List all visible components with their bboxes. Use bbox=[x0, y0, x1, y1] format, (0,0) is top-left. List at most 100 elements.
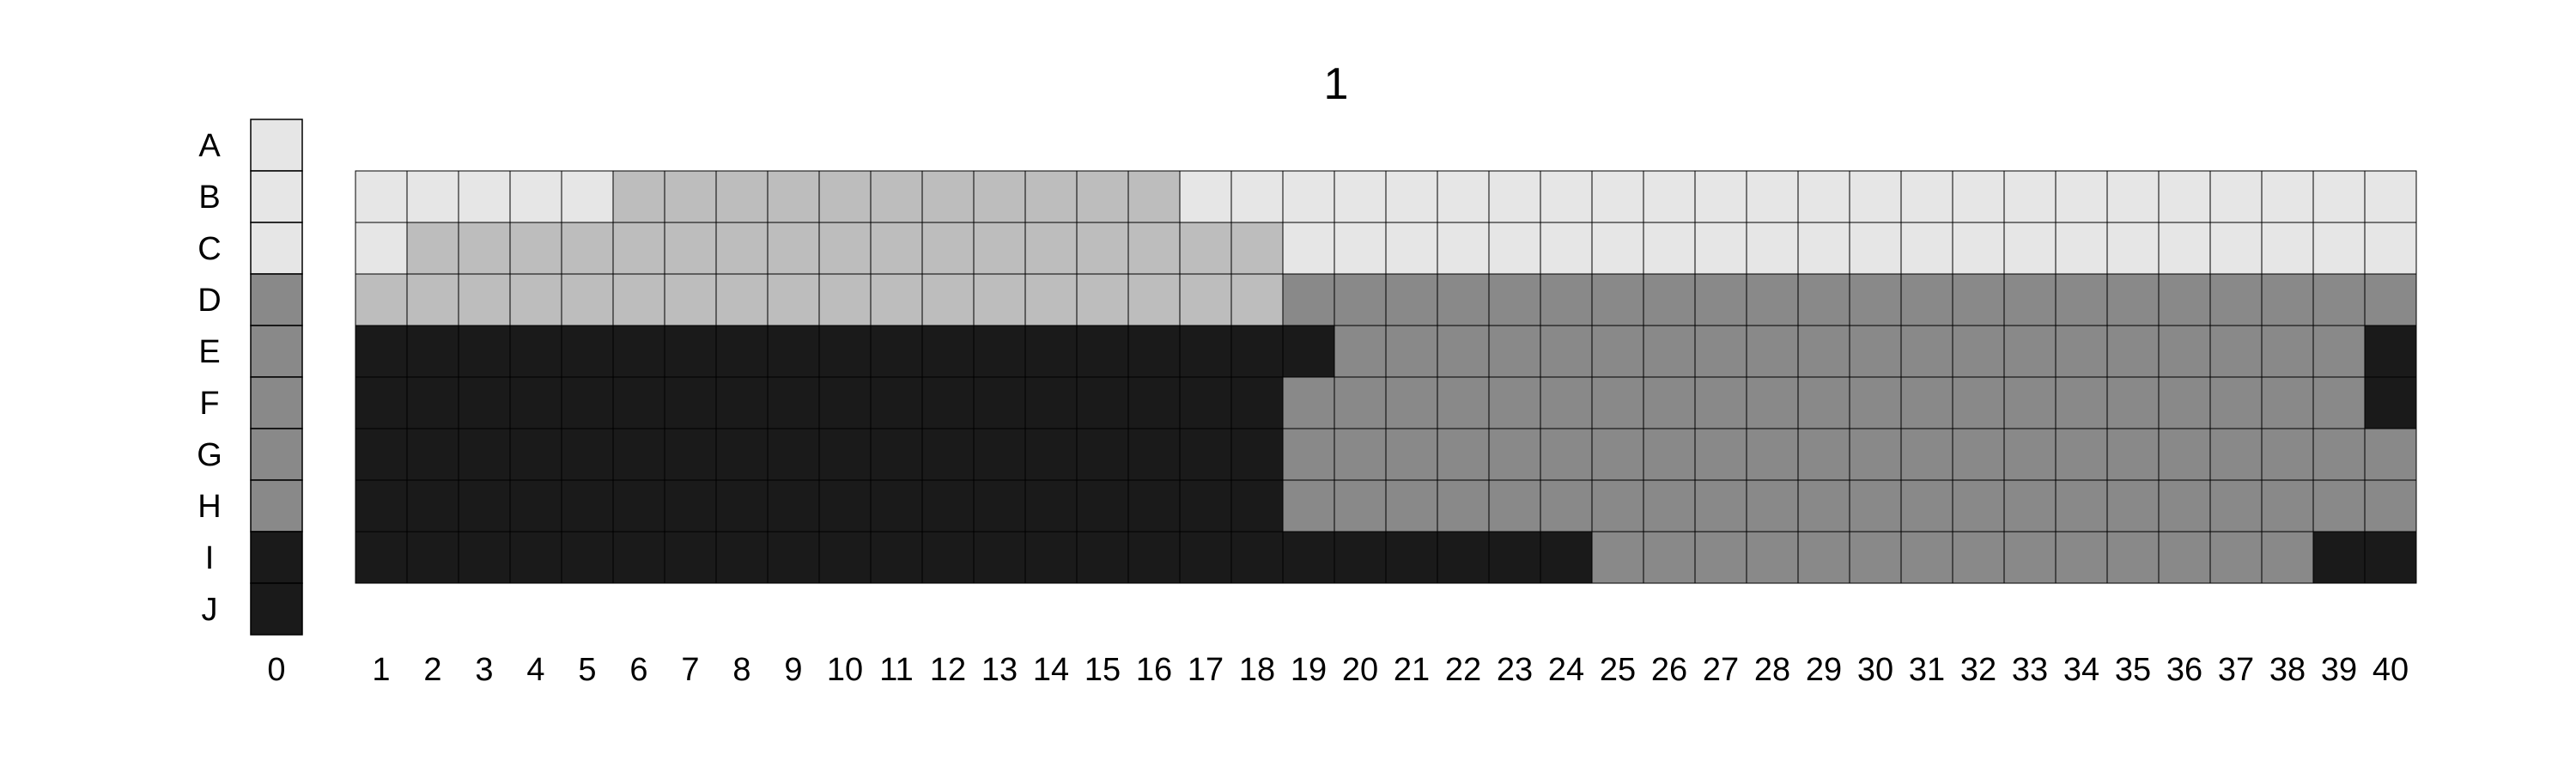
cell-b-15 bbox=[1076, 170, 1129, 223]
cell-c-23 bbox=[1488, 222, 1541, 275]
column-label-37: 37 bbox=[2218, 652, 2254, 688]
cell-h-5 bbox=[561, 479, 614, 533]
cell-b-34 bbox=[2055, 170, 2108, 223]
cell-e-13 bbox=[973, 325, 1026, 378]
cell-d-7 bbox=[664, 273, 717, 326]
cell-c-14 bbox=[1024, 222, 1078, 275]
cell-e-2 bbox=[406, 325, 459, 378]
reference-cell-a bbox=[250, 119, 303, 172]
cell-h-15 bbox=[1076, 479, 1129, 533]
cell-c-34 bbox=[2055, 222, 2108, 275]
cell-i-37 bbox=[2209, 531, 2263, 584]
cell-h-9 bbox=[767, 479, 820, 533]
cell-g-14 bbox=[1024, 428, 1078, 481]
cell-g-33 bbox=[2003, 428, 2057, 481]
cell-i-11 bbox=[870, 531, 923, 584]
column-label-27: 27 bbox=[1703, 652, 1739, 688]
cell-i-25 bbox=[1591, 531, 1644, 584]
cell-c-3 bbox=[458, 222, 511, 275]
cell-h-27 bbox=[1694, 479, 1747, 533]
cell-b-31 bbox=[1900, 170, 1953, 223]
cell-d-10 bbox=[818, 273, 872, 326]
row-label-e: E bbox=[198, 334, 220, 370]
row-label-g: G bbox=[197, 437, 222, 473]
cell-b-40 bbox=[2364, 170, 2417, 223]
cell-i-14 bbox=[1024, 531, 1078, 584]
cell-c-40 bbox=[2364, 222, 2417, 275]
cell-e-6 bbox=[612, 325, 665, 378]
cell-b-38 bbox=[2261, 170, 2314, 223]
cell-g-2 bbox=[406, 428, 459, 481]
reference-cell-d bbox=[250, 273, 303, 326]
chart-title: 1 bbox=[1324, 59, 1349, 109]
cell-i-4 bbox=[509, 531, 562, 584]
column-labels: 0 1 2 3 4 5 6 7 8 9 10 11 12 13 14 15 16 17 18 19 20 21 22 23 24… bbox=[267, 652, 2409, 688]
cell-b-18 bbox=[1230, 170, 1284, 223]
column-label-4: 4 bbox=[526, 652, 544, 688]
cell-b-37 bbox=[2209, 170, 2263, 223]
cell-b-19 bbox=[1282, 170, 1335, 223]
cell-f-23 bbox=[1488, 376, 1541, 429]
cell-i-8 bbox=[715, 531, 769, 584]
cell-e-5 bbox=[561, 325, 614, 378]
cell-c-16 bbox=[1127, 222, 1181, 275]
cell-f-29 bbox=[1797, 376, 1850, 429]
cell-i-27 bbox=[1694, 531, 1747, 584]
cell-c-11 bbox=[870, 222, 923, 275]
cell-b-9 bbox=[767, 170, 820, 223]
cell-e-3 bbox=[458, 325, 511, 378]
cell-c-28 bbox=[1746, 222, 1799, 275]
cell-f-39 bbox=[2312, 376, 2366, 429]
cell-g-23 bbox=[1488, 428, 1541, 481]
reference-cell-f bbox=[250, 376, 303, 429]
column-label-25: 25 bbox=[1600, 652, 1636, 688]
cell-e-27 bbox=[1694, 325, 1747, 378]
cell-h-8 bbox=[715, 479, 769, 533]
cell-i-16 bbox=[1127, 531, 1181, 584]
cell-h-28 bbox=[1746, 479, 1799, 533]
cell-c-21 bbox=[1385, 222, 1438, 275]
cell-b-2 bbox=[406, 170, 459, 223]
cell-f-37 bbox=[2209, 376, 2263, 429]
cell-e-28 bbox=[1746, 325, 1799, 378]
cell-g-22 bbox=[1437, 428, 1490, 481]
column-label-18: 18 bbox=[1239, 652, 1275, 688]
cell-g-8 bbox=[715, 428, 769, 481]
cell-d-17 bbox=[1179, 273, 1232, 326]
cell-h-19 bbox=[1282, 479, 1335, 533]
cell-i-29 bbox=[1797, 531, 1850, 584]
cell-b-24 bbox=[1540, 170, 1593, 223]
cell-e-39 bbox=[2312, 325, 2366, 378]
cell-e-30 bbox=[1849, 325, 1902, 378]
cell-c-5 bbox=[561, 222, 614, 275]
cell-e-12 bbox=[921, 325, 975, 378]
cell-f-28 bbox=[1746, 376, 1799, 429]
cell-e-34 bbox=[2055, 325, 2108, 378]
cell-d-37 bbox=[2209, 273, 2263, 326]
cell-g-28 bbox=[1746, 428, 1799, 481]
cell-b-23 bbox=[1488, 170, 1541, 223]
cell-i-24 bbox=[1540, 531, 1593, 584]
cell-i-36 bbox=[2158, 531, 2211, 584]
cell-c-22 bbox=[1437, 222, 1490, 275]
cell-f-19 bbox=[1282, 376, 1335, 429]
cell-g-16 bbox=[1127, 428, 1181, 481]
cell-h-33 bbox=[2003, 479, 2057, 533]
cell-d-12 bbox=[921, 273, 975, 326]
row-label-b: B bbox=[198, 180, 220, 216]
cell-e-18 bbox=[1230, 325, 1284, 378]
cell-g-17 bbox=[1179, 428, 1232, 481]
cell-e-14 bbox=[1024, 325, 1078, 378]
reference-cell-b bbox=[250, 170, 303, 223]
cell-d-24 bbox=[1540, 273, 1593, 326]
cell-i-31 bbox=[1900, 531, 1953, 584]
cell-d-22 bbox=[1437, 273, 1490, 326]
cell-h-18 bbox=[1230, 479, 1284, 533]
cell-e-4 bbox=[509, 325, 562, 378]
cell-g-26 bbox=[1643, 428, 1696, 481]
cell-d-15 bbox=[1076, 273, 1129, 326]
cell-b-16 bbox=[1127, 170, 1181, 223]
cell-c-7 bbox=[664, 222, 717, 275]
